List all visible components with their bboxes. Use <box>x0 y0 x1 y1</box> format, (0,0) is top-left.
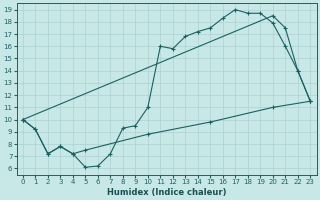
X-axis label: Humidex (Indice chaleur): Humidex (Indice chaleur) <box>107 188 226 197</box>
